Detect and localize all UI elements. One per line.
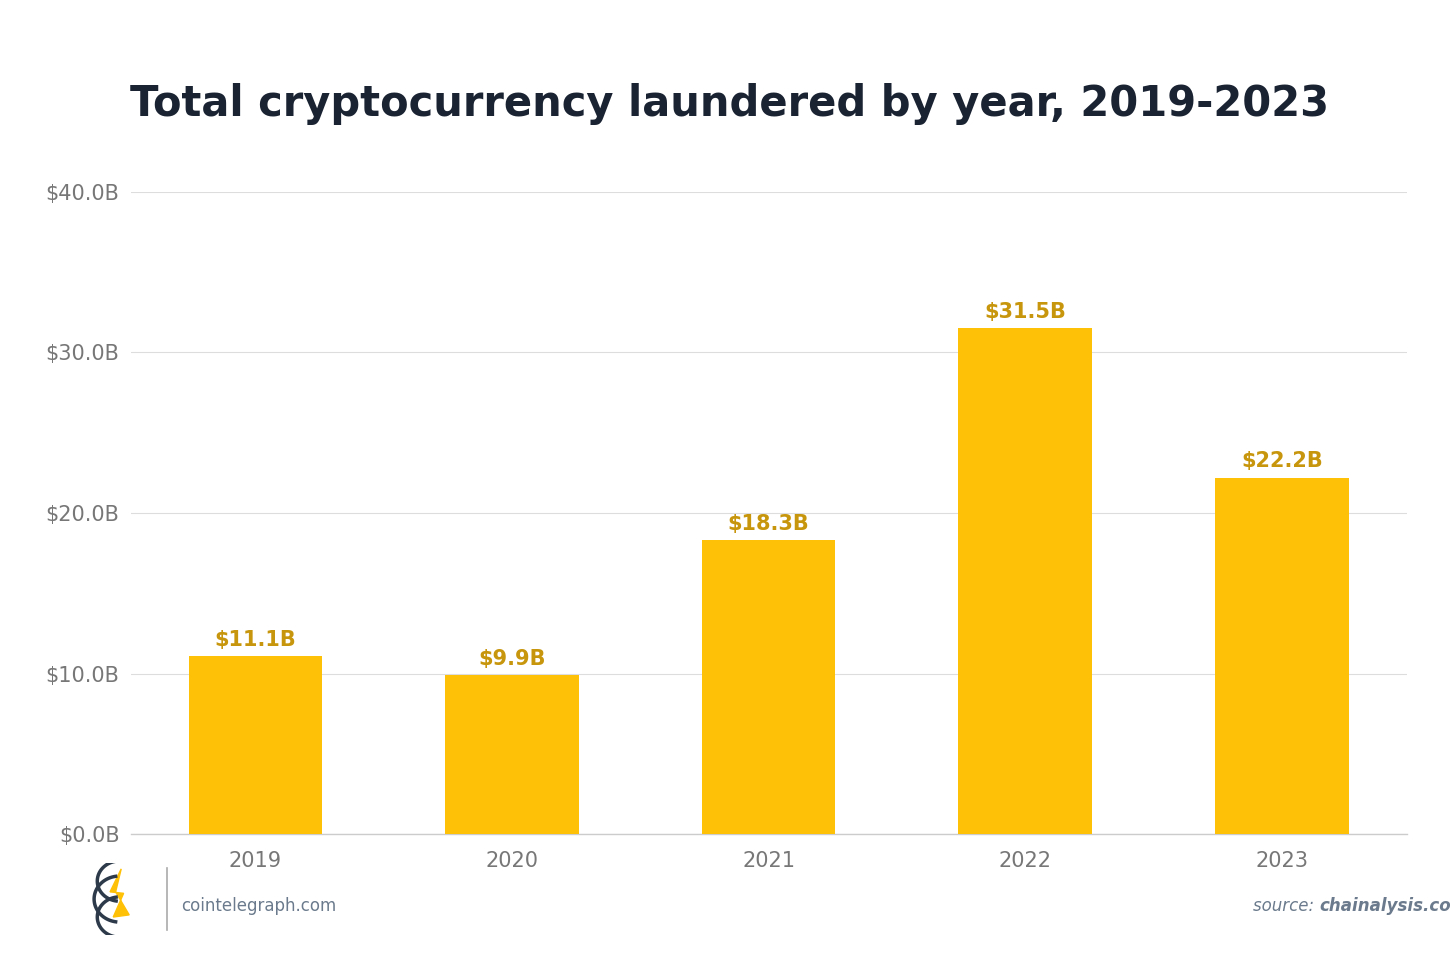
Text: $11.1B: $11.1B (215, 630, 296, 649)
Text: $31.5B: $31.5B (985, 302, 1066, 322)
Text: cointelegraph.com: cointelegraph.com (181, 898, 336, 915)
Text: chainalysis.com: chainalysis.com (1320, 898, 1450, 915)
Bar (188, 656, 322, 834)
Text: $18.3B: $18.3B (728, 514, 809, 534)
Bar (445, 675, 579, 834)
Text: $9.9B: $9.9B (478, 649, 545, 668)
Text: source:: source: (1253, 898, 1320, 915)
Bar (702, 540, 835, 834)
Text: Total cryptocurrency laundered by year, 2019-2023: Total cryptocurrency laundered by year, … (130, 82, 1330, 125)
Text: $22.2B: $22.2B (1241, 452, 1322, 471)
Polygon shape (110, 869, 129, 917)
Bar (958, 328, 1092, 834)
Bar (1215, 478, 1348, 834)
